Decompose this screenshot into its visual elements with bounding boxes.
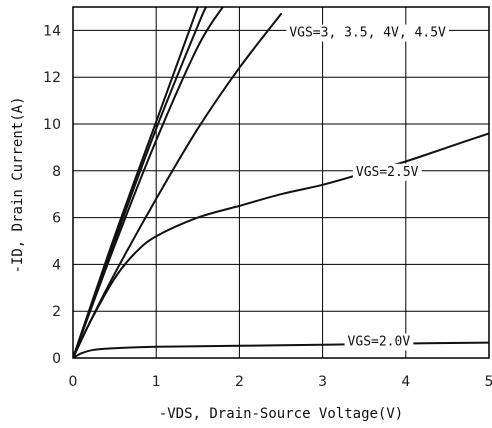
curve-series-5 (73, 341, 489, 358)
x-tick-label: 4 (401, 374, 410, 390)
x-tick-label: 2 (235, 374, 244, 390)
y-axis-label: -ID, Drain Current(A) (10, 96, 26, 273)
y-tick-label: 4 (52, 257, 61, 273)
y-tick-label: 8 (52, 164, 61, 180)
x-tick-label: 1 (152, 374, 161, 390)
curve-label-2: VGS=2.0V (348, 334, 411, 349)
y-tick-label: 14 (43, 23, 61, 39)
curve-series-2 (73, 7, 224, 358)
curve-label-0: VGS=3, 3.5, 4V, 4.5V (289, 26, 446, 41)
x-axis-label: -VDS, Drain-Source Voltage(V) (159, 406, 403, 422)
curve-label-1: VGS=2.5V (356, 165, 419, 180)
x-tick-labels: 0 1 2 3 4 5 (69, 374, 492, 390)
plot-frame (72, 6, 490, 359)
y-tick-label: 2 (52, 304, 61, 320)
y-tick-label: 0 (52, 351, 61, 367)
y-tick-labels: 0 2 4 6 8 10 12 14 (43, 23, 61, 367)
y-tick-label: 6 (52, 211, 61, 227)
curves (73, 7, 489, 358)
x-tick-label: 5 (485, 374, 492, 390)
curve-series-4 (73, 132, 489, 358)
curve-labels: VGS=3, 3.5, 4V, 4.5V VGS=2.5V VGS=2.0V (286, 24, 450, 351)
x-tick-label: 0 (69, 374, 78, 390)
x-tick-label: 3 (318, 374, 327, 390)
curve-label-background (344, 333, 414, 351)
curve-label-background (286, 24, 450, 42)
y-tick-label: 12 (43, 70, 61, 86)
y-tick-label: 10 (43, 117, 61, 133)
curve-label-background (352, 163, 422, 181)
